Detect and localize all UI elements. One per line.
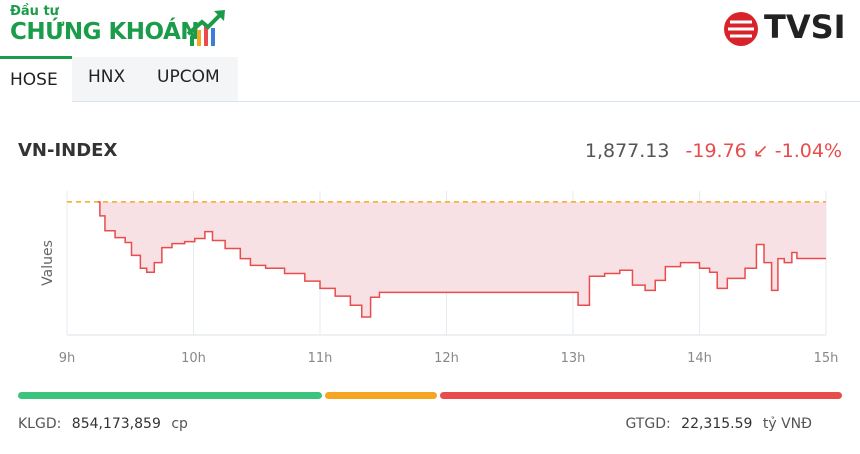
x-tick-label: 12h — [434, 351, 459, 366]
breadth-segment — [18, 392, 322, 399]
logo-main: CHỨNG KHOÁN — [10, 19, 200, 45]
chart: 9h 10h 11h 12h 13h 14h 15h Values — [40, 191, 839, 366]
logo-icon — [186, 10, 225, 46]
x-tick-label: 10h — [181, 351, 206, 366]
trade-value: GTGD: 22,315.59 tỷ VNĐ — [625, 416, 812, 432]
down-arrow: ↙ — [752, 140, 769, 162]
logo-top: Đầu tư — [10, 4, 59, 19]
brand-icon — [724, 12, 758, 46]
tab[interactable]: UPCOM — [157, 67, 220, 87]
volume-unit: cp — [171, 416, 188, 432]
x-tick-label: 14h — [687, 351, 712, 366]
breadth-bar — [18, 392, 842, 399]
volume-label: KLGD: — [18, 416, 62, 432]
active-tab[interactable] — [0, 56, 72, 107]
y-axis-label: Values — [40, 240, 56, 286]
tab[interactable]: HNX — [88, 67, 126, 87]
volume-value: 854,173,859 — [71, 416, 161, 432]
breadth-segment — [440, 392, 842, 399]
x-tick-label: 9h — [59, 351, 76, 366]
index-value: 1,877.13 — [584, 140, 670, 162]
brand: TVSI — [764, 8, 846, 46]
value-unit: tỷ VNĐ — [762, 416, 812, 432]
divider — [0, 101, 860, 102]
area — [97, 201, 827, 317]
value-amount: 22,315.59 — [681, 416, 753, 432]
volume: KLGD: 854,173,859 cp — [18, 416, 188, 432]
x-tick-label: 15h — [814, 351, 839, 366]
index-name: VN-INDEX — [18, 140, 118, 161]
index-quote: 1,877.13 -19.76 ↙ -1.04% — [585, 140, 842, 162]
breadth-segment — [324, 392, 438, 399]
index-change: -19.76 — [685, 140, 747, 162]
price-line — [97, 201, 826, 318]
x-tick-label: 11h — [308, 351, 333, 366]
x-tick-label: 13h — [561, 351, 586, 366]
index-change-pct: -1.04% — [774, 140, 842, 162]
tab[interactable]: HOSE — [10, 70, 58, 90]
value-label: GTGD: — [625, 416, 671, 432]
